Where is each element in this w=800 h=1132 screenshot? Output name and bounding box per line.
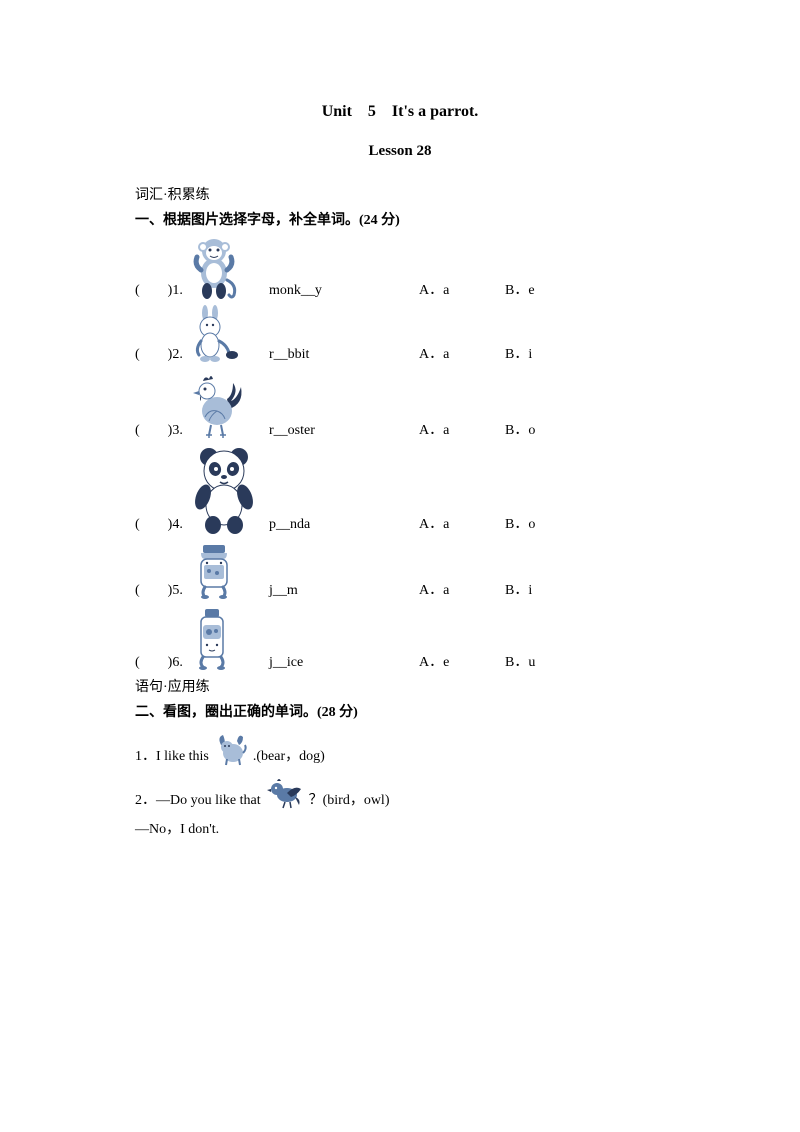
word-5: j__m <box>269 580 419 601</box>
question-row-3: ( )3. r__oster A．a B．o <box>135 369 665 441</box>
opt-3b: B．o <box>505 420 585 441</box>
question-row-6: ( )6. j__ice A．e B．u <box>135 605 665 673</box>
section2-label: 语句·应用练 <box>135 677 665 698</box>
rooster-icon <box>185 369 269 441</box>
word-4: p__nda <box>269 514 419 535</box>
opt-1b: B．e <box>505 280 585 301</box>
paren-2: ( )2. <box>135 344 185 365</box>
question-row-5: ( )5. j__m A．a B．i <box>135 539 665 601</box>
section1-label: 词汇·积累练 <box>135 185 665 206</box>
section1-heading: 一、根据图片选择字母，补全单词。(24 分) <box>135 210 665 231</box>
opt-2b: B．i <box>505 344 585 365</box>
s2q1-post: .(bear，dog) <box>253 746 325 767</box>
unit-title: Unit 5 It's a parrot. <box>135 100 665 124</box>
section2-heading: 二、看图，圈出正确的单词。(28 分) <box>135 702 665 723</box>
opt-6b: B．u <box>505 652 585 673</box>
opt-5b: B．i <box>505 580 585 601</box>
opt-6a: A．e <box>419 652 505 673</box>
question-row-1: ( )1. monk__y A．a B．e <box>135 235 665 301</box>
s2q1-pre: 1．I like this <box>135 746 209 767</box>
question-row-2: ( )2. r__bbit A．a B．i <box>135 305 665 365</box>
dog-icon <box>213 727 249 767</box>
jam-icon <box>185 539 269 601</box>
s2q2-post: ？(bird，owl) <box>309 790 390 811</box>
paren-4: ( )4. <box>135 514 185 535</box>
word-2: r__bbit <box>269 344 419 365</box>
opt-5a: A．a <box>419 580 505 601</box>
paren-5: ( )5. <box>135 580 185 601</box>
word-3: r__oster <box>269 420 419 441</box>
paren-6: ( )6. <box>135 652 185 673</box>
opt-4b: B．o <box>505 514 585 535</box>
word-6: j__ice <box>269 652 419 673</box>
s2q2-pre: 2．—Do you like that <box>135 790 261 811</box>
opt-3a: A．a <box>419 420 505 441</box>
rabbit-icon <box>185 305 269 365</box>
s2-question-1: 1．I like this .(bear，dog) <box>135 727 665 767</box>
bird-icon <box>265 775 305 811</box>
paren-1: ( )1. <box>135 280 185 301</box>
juice-icon <box>185 605 269 673</box>
paren-3: ( )3. <box>135 420 185 441</box>
panda-icon <box>185 445 269 535</box>
word-1: monk__y <box>269 280 419 301</box>
s2-question-2: 2．—Do you like that ？(bird，owl) <box>135 775 665 811</box>
s2q2-answer: —No，I don't. <box>135 819 665 840</box>
opt-1a: A．a <box>419 280 505 301</box>
monkey-icon <box>185 235 269 301</box>
lesson-title: Lesson 28 <box>135 140 665 163</box>
question-row-4: ( )4. p__nda A．a B．o <box>135 445 665 535</box>
opt-2a: A．a <box>419 344 505 365</box>
opt-4a: A．a <box>419 514 505 535</box>
